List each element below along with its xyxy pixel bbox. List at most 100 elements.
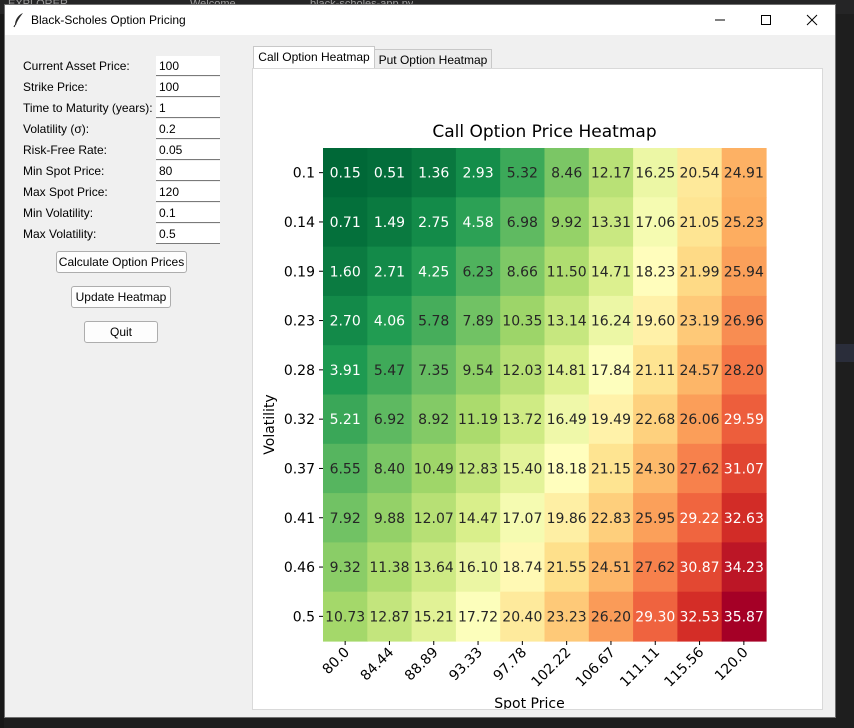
cell-value-label: 28.20 — [724, 363, 764, 379]
cell-value-label: 26.20 — [591, 609, 631, 625]
heatmap-cell — [500, 148, 546, 198]
heatmap-cell — [323, 493, 368, 543]
heatmap-cell — [721, 443, 767, 494]
cell-value-label: 5.78 — [418, 314, 449, 330]
cell-value-label: 9.32 — [330, 560, 361, 576]
cell-value-label: 0.15 — [330, 166, 361, 182]
asset-price-label: Current Asset Price: — [23, 59, 130, 73]
title-bar[interactable]: Black-Scholes Option Pricing — [5, 5, 835, 35]
volatility-input[interactable] — [156, 119, 220, 139]
heatmap-cell — [588, 295, 634, 346]
call-option-heatmap-chart: Call Option Price Heatmap 0.15 0.51 1.36 2.9… — [262, 122, 767, 709]
minimize-button[interactable] — [697, 5, 743, 35]
cell-value-label: 17.84 — [591, 363, 631, 379]
heatmap-cell — [367, 345, 413, 396]
cell-value-label: 6.23 — [462, 264, 493, 280]
y-tick-label: 0.37 — [284, 461, 315, 477]
y-tick-label: 0.5 — [293, 609, 315, 625]
maximize-button[interactable] — [743, 5, 789, 35]
update-heatmap-button[interactable]: Update Heatmap — [71, 286, 171, 308]
quit-button[interactable]: Quit — [84, 321, 158, 343]
max-volatility-label: Max Volatility: — [23, 227, 97, 241]
x-tick-label: 111.11 — [617, 645, 663, 691]
y-tick-label: 0.41 — [284, 511, 315, 527]
maturity-input[interactable] — [156, 98, 220, 118]
tab-call-option-heatmap[interactable]: Call Option Heatmap — [253, 46, 375, 71]
risk-free-rate-label: Risk-Free Rate: — [23, 143, 108, 157]
background-editor-right — [836, 14, 854, 728]
heatmap-cell — [455, 542, 501, 593]
y-tick-label: 0.14 — [284, 215, 315, 231]
asset-price-input[interactable] — [156, 56, 220, 76]
heatmap-cell — [677, 493, 723, 543]
tab-put-option-heatmap[interactable]: Put Option Heatmap — [374, 49, 492, 71]
heatmap-cell — [677, 591, 723, 642]
x-tick-label: 93.33 — [446, 645, 486, 685]
strike-price-input[interactable] — [156, 77, 220, 97]
max-volatility-input[interactable] — [156, 224, 220, 244]
cell-value-label: 32.63 — [724, 511, 764, 527]
heatmap-cell — [411, 197, 457, 248]
min-volatility-input[interactable] — [156, 203, 220, 223]
chart-title: Call Option Price Heatmap — [432, 122, 656, 142]
cell-value-label: 20.54 — [680, 166, 720, 182]
heatmap-cell — [544, 443, 590, 494]
cell-value-label: 22.83 — [591, 511, 631, 527]
cell-value-label: 19.86 — [547, 511, 587, 527]
heatmap-cell — [367, 443, 413, 494]
heatmap-cell — [367, 148, 413, 198]
heatmap-cell — [588, 591, 634, 642]
x-tick-label: 84.44 — [358, 644, 398, 684]
heatmap-cell — [323, 542, 368, 593]
cell-value-label: 13.31 — [591, 215, 631, 231]
calculate-option-prices-button[interactable]: Calculate Option Prices — [56, 251, 187, 273]
heatmap-cell — [633, 443, 678, 494]
cell-value-label: 4.25 — [418, 264, 449, 280]
heatmap-cell — [677, 443, 723, 494]
cell-value-label: 2.71 — [374, 264, 405, 280]
heatmap-cell — [367, 493, 413, 543]
heatmap-cell — [500, 542, 546, 593]
cell-value-label: 6.55 — [330, 461, 361, 477]
heatmap-cell — [588, 443, 634, 494]
heatmap-cell — [323, 394, 368, 445]
cell-value-label: 3.91 — [330, 363, 361, 379]
cell-value-label: 7.92 — [330, 511, 361, 527]
close-button[interactable] — [789, 5, 835, 35]
cell-value-label: 32.53 — [680, 609, 720, 625]
heatmap-cell — [544, 542, 590, 593]
heatmap-cell — [500, 591, 546, 642]
heatmap-cell — [455, 394, 501, 445]
cell-value-label: 14.81 — [547, 363, 587, 379]
x-tick-label: 115.56 — [661, 644, 707, 690]
heatmap-cell — [588, 394, 634, 445]
cell-value-label: 0.51 — [374, 166, 405, 182]
heatmap-cell — [323, 345, 368, 396]
cell-value-label: 11.38 — [369, 560, 409, 576]
max-spot-input[interactable] — [156, 182, 220, 202]
cell-value-label: 9.54 — [462, 363, 493, 379]
cell-value-label: 12.83 — [458, 461, 498, 477]
heatmap-cell — [455, 345, 501, 396]
min-spot-input[interactable] — [156, 161, 220, 181]
heatmap-cell — [411, 246, 457, 297]
cell-value-label: 16.49 — [547, 412, 587, 428]
heatmap-cell — [455, 197, 501, 248]
cell-value-label: 2.70 — [330, 314, 361, 330]
heatmap-cell — [367, 591, 413, 642]
cell-value-label: 12.03 — [502, 363, 542, 379]
risk-free-rate-input[interactable] — [156, 140, 220, 160]
x-tick-label: 102.22 — [529, 645, 575, 691]
cell-value-label: 21.55 — [547, 560, 587, 576]
cell-value-label: 0.71 — [330, 215, 361, 231]
heatmap-cell — [544, 246, 590, 297]
cell-value-label: 27.62 — [635, 560, 675, 576]
cell-value-label: 35.87 — [724, 609, 764, 625]
heatmap-cell — [500, 295, 546, 346]
heatmap-cell — [455, 443, 501, 494]
heatmap-cell — [544, 148, 590, 198]
heatmap-cell — [677, 542, 723, 593]
volatility-label: Volatility (σ): — [23, 122, 90, 136]
cell-value-label: 5.32 — [507, 166, 538, 182]
maturity-label: Time to Maturity (years): — [23, 101, 153, 115]
